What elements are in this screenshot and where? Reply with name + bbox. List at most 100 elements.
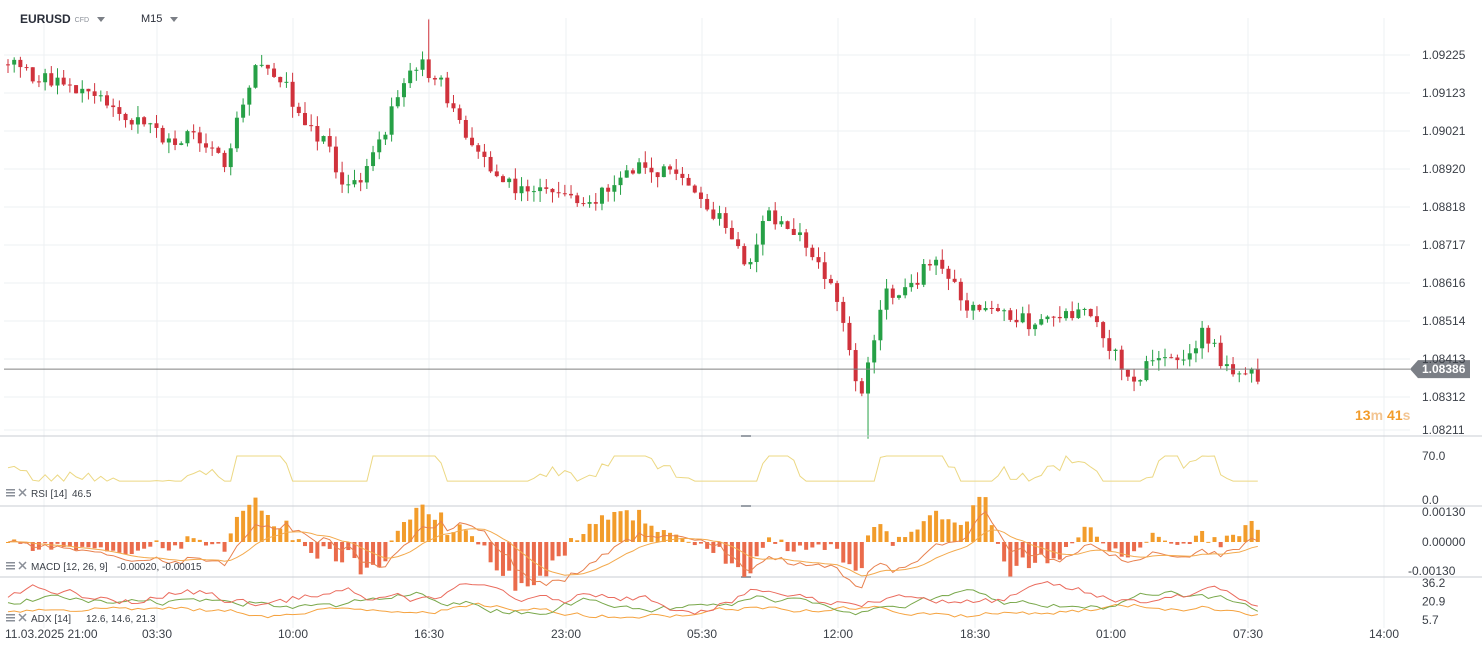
candle — [525, 179, 530, 201]
close-icon[interactable] — [18, 561, 27, 570]
candle — [247, 85, 252, 116]
candle — [1249, 367, 1254, 383]
candle — [420, 51, 425, 77]
candle — [909, 274, 914, 292]
indicator-menu-icon[interactable] — [6, 614, 15, 622]
candle — [995, 303, 1000, 313]
indicator-menu-icon[interactable] — [6, 562, 15, 570]
candle — [791, 218, 796, 236]
candle — [878, 300, 883, 351]
pane-resize-handle[interactable] — [741, 576, 751, 578]
candle — [74, 85, 79, 94]
candle — [1064, 308, 1069, 321]
chevron-down-icon — [97, 16, 106, 22]
candle — [1039, 314, 1044, 326]
candle — [1224, 355, 1229, 372]
candle — [828, 274, 833, 285]
candle — [173, 130, 178, 151]
candle — [680, 167, 685, 186]
indicator-menu-icon[interactable] — [6, 489, 15, 497]
candle — [49, 66, 54, 88]
candle — [971, 301, 976, 320]
candle — [810, 244, 815, 261]
candle — [445, 71, 450, 108]
candle — [606, 184, 611, 202]
pane-resize-handle[interactable] — [741, 505, 751, 507]
last-price-value: 1.08386 — [1422, 362, 1466, 376]
candle — [872, 334, 877, 374]
candle — [123, 112, 128, 128]
candle — [754, 233, 759, 273]
candle — [692, 184, 697, 194]
candle — [80, 80, 85, 103]
macd-tick-label: -0.00130 — [1408, 564, 1456, 578]
timeframe-selector[interactable]: M15 — [141, 8, 179, 30]
candle-countdown: 13m 41s — [1355, 407, 1411, 423]
candle — [507, 177, 512, 188]
candle — [166, 133, 171, 154]
macd-histogram — [6, 496, 1260, 591]
candle — [581, 197, 586, 207]
adx-tick-label: 36.2 — [1422, 576, 1446, 590]
candle — [965, 292, 970, 318]
candle — [253, 64, 258, 89]
candle — [1255, 358, 1260, 385]
candle — [1138, 379, 1143, 386]
indicator-label: MACD [12, 26, 9] — [31, 562, 108, 573]
candle — [203, 133, 208, 153]
price-tick-label: 1.08717 — [1422, 238, 1466, 252]
symbol-selector[interactable]: EURUSD CFD — [20, 8, 106, 30]
time-tick-label: 11.03.2025 21:00 — [5, 627, 98, 641]
indicator-value: 12.6, 14.6, 21.3 — [86, 614, 156, 625]
candle — [859, 377, 864, 397]
candle — [1181, 349, 1186, 366]
candle — [234, 111, 239, 153]
candle — [265, 64, 270, 75]
candle — [921, 259, 926, 288]
close-icon[interactable] — [18, 613, 27, 622]
time-tick-label: 03:30 — [142, 627, 172, 641]
candle — [104, 91, 109, 109]
candle — [98, 90, 103, 102]
candle — [890, 284, 895, 305]
candle — [1107, 329, 1112, 360]
indicator-legend — [6, 488, 27, 497]
candle — [148, 122, 153, 134]
candle — [705, 193, 710, 212]
close-icon[interactable] — [18, 488, 27, 497]
candle — [296, 102, 301, 117]
candle — [346, 174, 351, 194]
candle — [371, 145, 376, 172]
candle — [476, 143, 481, 159]
indicator-legend — [6, 561, 27, 570]
candle — [1070, 301, 1075, 321]
candle — [55, 68, 60, 95]
candle — [352, 169, 357, 188]
grid — [4, 18, 1410, 628]
chevron-down-icon — [170, 16, 179, 22]
candle — [1057, 306, 1062, 323]
candle — [1125, 369, 1130, 381]
time-tick-label: 18:30 — [960, 627, 990, 641]
instrument-type-label: CFD — [74, 17, 90, 24]
pane-resize-handle[interactable] — [741, 435, 751, 437]
candle — [1237, 371, 1242, 383]
indicator-legend — [6, 613, 27, 622]
candle — [241, 98, 246, 123]
candle — [748, 258, 753, 270]
candle — [674, 159, 679, 181]
candle — [302, 102, 307, 126]
candle — [779, 216, 784, 227]
candle — [129, 118, 134, 131]
candle — [612, 175, 617, 202]
candle — [1020, 306, 1025, 324]
candle — [1132, 369, 1137, 392]
candle — [1218, 335, 1223, 369]
candle — [315, 116, 320, 151]
candle — [531, 185, 536, 202]
candle — [1094, 306, 1099, 328]
minus-di-line — [7, 581, 1258, 615]
indicator-value: -0.00020, -0.00015 — [117, 562, 202, 573]
macd-tick-label: 0.00000 — [1422, 535, 1466, 549]
